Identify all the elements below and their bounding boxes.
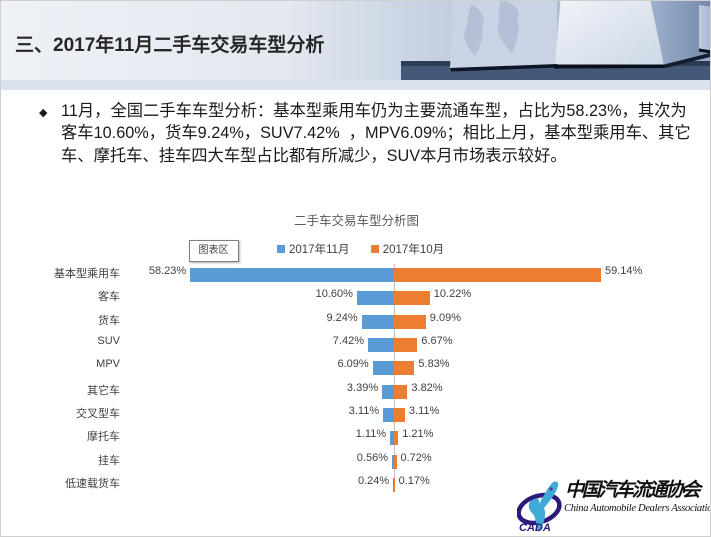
svg-text:CADA: CADA bbox=[519, 522, 551, 534]
